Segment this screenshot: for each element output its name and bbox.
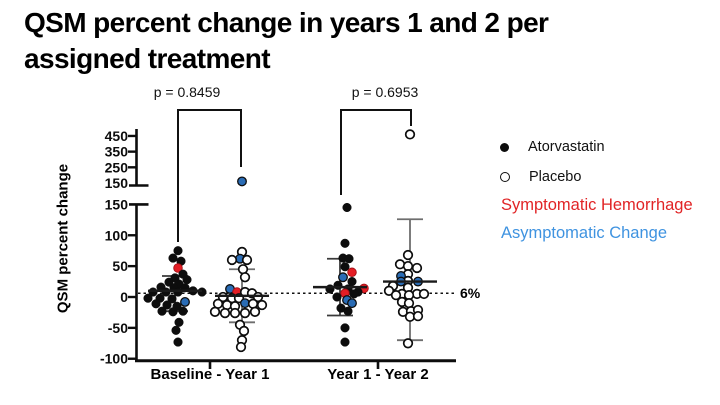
- data-point: [197, 287, 207, 297]
- data-point: [238, 325, 250, 337]
- data-point: [347, 277, 357, 287]
- x-axis-label-year1-year2: Year 1 - Year 2: [327, 366, 429, 383]
- pvalue-label-year1-year2: p = 0.6953: [351, 84, 419, 100]
- data-point: [168, 253, 178, 263]
- data-point: [418, 288, 430, 300]
- legend-label-symptomatic-hemorrhage: Symptomatic Hemorrhage: [501, 196, 693, 214]
- data-point: [347, 298, 357, 309]
- data-point: [229, 307, 241, 319]
- slide-title-line2: assigned treatment: [24, 43, 271, 74]
- data-point: [173, 337, 183, 347]
- slide-title: QSM percent change in years 1 and 2 per …: [24, 5, 664, 77]
- data-point: [167, 294, 177, 304]
- y-tick-label: 50: [112, 258, 128, 274]
- legend-label-asymptomatic-change: Asymptomatic Change: [501, 224, 667, 242]
- legend-item-atorvastatin: Atorvastatin: [500, 139, 605, 155]
- y-tick-label: 350: [105, 144, 129, 160]
- data-point: [182, 275, 192, 285]
- y-tick-label: 450: [105, 128, 129, 144]
- data-point: [235, 341, 247, 353]
- data-point: [178, 306, 188, 316]
- data-point: [162, 300, 172, 310]
- slide-title-line1: QSM percent change in years 1 and 2 per: [24, 7, 549, 38]
- legend-label-placebo: Placebo: [529, 169, 582, 185]
- data-point: [249, 306, 261, 317]
- y-tick-label: -100: [100, 351, 128, 367]
- data-point: [340, 337, 350, 347]
- y-tick-label: 250: [105, 159, 129, 175]
- data-point: [402, 338, 414, 349]
- reference-line-label: 6%: [460, 285, 481, 301]
- data-point: [256, 299, 268, 311]
- open-dot-icon: [500, 172, 510, 182]
- data-point: [340, 262, 350, 272]
- filled-dot-icon: [500, 142, 509, 152]
- comparison-bracket: [177, 109, 242, 242]
- data-point: [342, 202, 352, 213]
- data-point: [241, 254, 253, 266]
- pvalue-label-baseline-year1: p = 0.8459: [153, 84, 221, 100]
- data-point: [412, 310, 424, 322]
- data-point: [332, 292, 342, 302]
- data-point: [340, 323, 350, 333]
- comparison-bracket: [340, 109, 412, 195]
- data-point: [174, 317, 184, 327]
- data-point: [340, 238, 350, 248]
- data-point: [402, 249, 414, 261]
- y-tick-label: 0: [120, 289, 128, 305]
- data-point: [157, 306, 167, 316]
- y-tick-label: 150: [105, 196, 129, 212]
- data-point: [349, 289, 359, 299]
- data-point: [180, 296, 190, 307]
- data-point: [173, 287, 183, 297]
- data-point: [173, 263, 183, 273]
- data-point: [168, 307, 178, 317]
- y-tick-label: -50: [108, 320, 128, 336]
- data-point: [344, 254, 354, 264]
- data-point: [209, 306, 221, 317]
- y-tick-label: 100: [105, 227, 129, 243]
- data-point: [143, 293, 153, 303]
- data-point: [151, 299, 161, 309]
- data-point: [338, 272, 348, 283]
- data-point: [390, 289, 402, 301]
- legend-label-atorvastatin: Atorvastatin: [528, 139, 605, 155]
- y-tick-label: 150: [105, 175, 129, 191]
- data-point: [237, 176, 247, 187]
- data-point: [343, 306, 353, 316]
- x-axis-label-baseline-year1: Baseline - Year 1: [150, 366, 270, 383]
- data-point: [239, 272, 251, 283]
- data-point: [347, 267, 357, 278]
- legend-item-placebo: Placebo: [500, 169, 581, 185]
- y-axis-label: QSM percent change: [54, 163, 72, 314]
- data-point: [239, 307, 251, 319]
- data-point: [226, 254, 238, 266]
- data-point: [219, 307, 231, 319]
- data-point: [171, 325, 181, 335]
- data-point: [173, 246, 183, 256]
- data-point: [411, 262, 423, 274]
- data-point: [404, 129, 416, 140]
